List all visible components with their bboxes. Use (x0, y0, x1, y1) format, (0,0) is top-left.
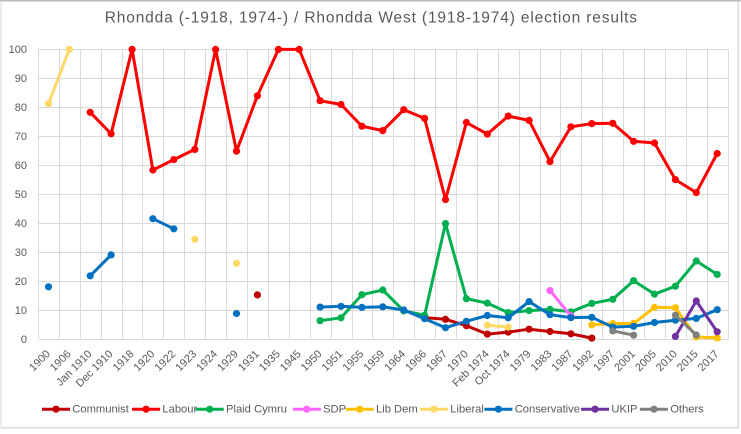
svg-text:40: 40 (15, 218, 27, 230)
svg-text:60: 60 (15, 160, 27, 172)
svg-text:Conservative: Conservative (515, 404, 580, 416)
svg-text:Communist: Communist (72, 404, 129, 416)
svg-text:80: 80 (15, 102, 27, 114)
svg-text:Lib Dem: Lib Dem (376, 404, 418, 416)
svg-text:Rhondda (-1918, 1974-) / Rhond: Rhondda (-1918, 1974-) / Rhondda West (1… (105, 10, 638, 27)
svg-text:70: 70 (15, 131, 27, 143)
svg-text:SDP: SDP (323, 404, 346, 416)
svg-text:90: 90 (15, 73, 27, 85)
svg-text:Liberal: Liberal (450, 404, 484, 416)
svg-text:50: 50 (15, 189, 27, 201)
svg-text:100: 100 (9, 44, 27, 56)
svg-text:0: 0 (21, 334, 27, 346)
svg-text:20: 20 (15, 276, 27, 288)
svg-text:Plaid Cymru: Plaid Cymru (226, 404, 287, 416)
svg-text:10: 10 (15, 305, 27, 317)
svg-text:Labour: Labour (162, 404, 197, 416)
svg-text:Others: Others (670, 404, 704, 416)
svg-text:30: 30 (15, 247, 27, 259)
svg-text:UKIP: UKIP (611, 404, 637, 416)
